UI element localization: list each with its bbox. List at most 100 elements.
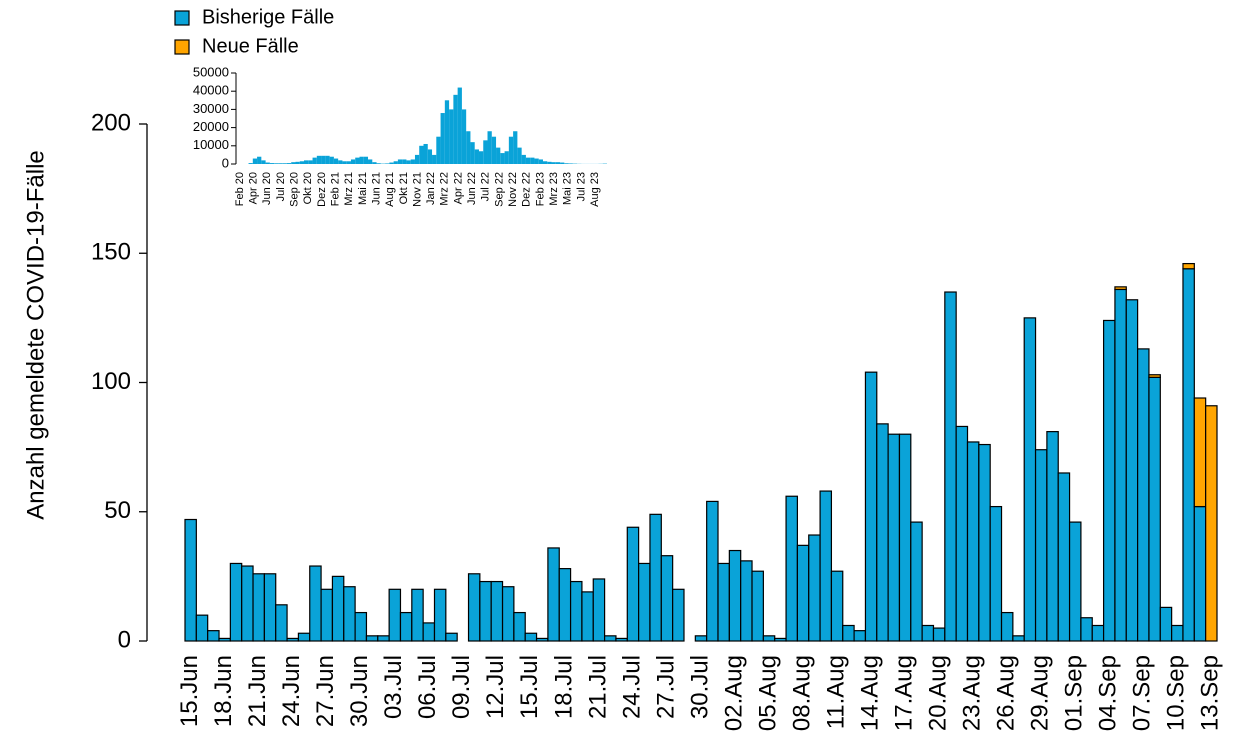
x-tick-label: 26.Aug — [993, 655, 1020, 731]
inset-x-tick-label: Apr 20 — [248, 172, 260, 204]
inset-bar — [414, 154, 420, 164]
inset-x-tick-label: Feb 20 — [234, 172, 246, 206]
bar-segment — [932, 627, 946, 642]
inset-bar — [338, 160, 343, 164]
bar-segment — [569, 580, 583, 642]
x-tick-label: 06.Jul — [414, 655, 441, 719]
inset-y-tick-label: 30000 — [193, 101, 229, 116]
bar-segment — [638, 562, 651, 642]
bar-segment — [1102, 319, 1116, 642]
bar-segment — [1023, 317, 1037, 642]
inset-bar — [269, 163, 275, 164]
bar-segment — [853, 630, 867, 642]
bar-segment — [501, 586, 515, 642]
inset-bar — [333, 158, 339, 164]
bar-segment — [1012, 635, 1025, 642]
bar-segment — [320, 588, 334, 642]
inset-bar — [342, 161, 347, 164]
legend-label: Neue Fälle — [202, 35, 299, 57]
y-tick-label: 0 — [118, 626, 131, 653]
bar-segment — [1068, 521, 1082, 642]
inset-bar — [346, 161, 351, 164]
legend-swatch — [174, 10, 190, 26]
bar-segment — [944, 291, 957, 642]
inset-x-tick-label: Jun 21 — [370, 172, 382, 205]
inset-x-tick-label: Mai 21 — [357, 172, 369, 205]
bar-segment — [343, 586, 356, 642]
inset-bar — [432, 154, 437, 164]
x-tick-label: 24.Jun — [278, 655, 305, 727]
bar-segment — [411, 588, 424, 642]
inset-bar — [508, 136, 514, 164]
inset-x-tick-label: Jun 20 — [261, 172, 273, 205]
inset-bar — [568, 163, 573, 164]
inset-bar — [355, 157, 360, 164]
inset-bar — [551, 162, 556, 164]
bar-segment — [547, 547, 560, 642]
bar-segment — [422, 622, 436, 642]
bar-segment — [1080, 617, 1093, 642]
bar-segment — [535, 637, 549, 642]
bar-segment — [354, 611, 368, 642]
inset-bar — [248, 163, 253, 164]
bar-segment — [1057, 472, 1071, 642]
bar-segment — [989, 505, 1003, 642]
y-tick-label: 150 — [91, 239, 131, 266]
inset-bar — [423, 143, 428, 164]
inset-bar — [496, 147, 501, 164]
x-tick-label: 23.Aug — [959, 655, 986, 731]
bar-segment — [649, 513, 662, 642]
x-tick-label: 09.Jul — [448, 655, 475, 719]
inset-bar — [329, 156, 334, 164]
x-tick-label: 10.Sep — [1163, 655, 1190, 731]
inset-x-tick-label: Mai 23 — [562, 172, 574, 205]
bar-segment — [1159, 606, 1173, 642]
inset-bar — [466, 131, 471, 164]
inset-bar — [261, 160, 266, 164]
y-tick-label: 50 — [104, 497, 131, 524]
inset-bar — [538, 159, 543, 164]
bar-segment — [717, 562, 730, 642]
inset-bar — [304, 160, 309, 164]
x-tick-label: 07.Sep — [1129, 655, 1156, 731]
x-tick-label: 13.Sep — [1197, 655, 1224, 731]
inset-bar — [500, 153, 505, 164]
inset-y-tick-label: 10000 — [193, 137, 229, 152]
x-tick-label: 30.Jul — [686, 655, 713, 719]
x-tick-label: 04.Sep — [1095, 655, 1122, 731]
inset-bar — [521, 154, 526, 164]
inset-bar — [483, 140, 488, 164]
inset-bar — [291, 162, 296, 164]
x-tick-label: 01.Sep — [1061, 655, 1088, 731]
bar-segment — [207, 630, 220, 642]
y-tick-label: 200 — [91, 109, 131, 136]
inset-bar — [321, 155, 326, 164]
bar-segment — [728, 549, 742, 642]
inset-bar — [316, 155, 322, 164]
inset-bar — [286, 163, 292, 164]
inset-bar — [402, 159, 407, 164]
bar-segment — [966, 441, 980, 642]
x-tick-label: 21.Jun — [244, 655, 271, 727]
inset-x-tick-label: Jul 20 — [275, 172, 287, 201]
inset-bar — [461, 109, 467, 164]
x-tick-label: 12.Jul — [482, 655, 509, 719]
inset-bar — [440, 113, 445, 164]
bar-segment — [218, 637, 231, 642]
bar-segment — [479, 580, 492, 642]
bar-segment — [887, 433, 901, 642]
bar-segment — [864, 371, 878, 642]
inset-x-tick-label: Sep 20 — [289, 172, 301, 207]
bar-segment — [286, 637, 300, 642]
bar-segment — [433, 588, 447, 642]
inset-bar — [252, 158, 258, 164]
inset-bar — [282, 163, 287, 164]
inset-bar — [278, 163, 283, 164]
inset-bar — [419, 145, 424, 164]
bar-segment — [558, 568, 572, 642]
inset-bar — [470, 142, 475, 164]
inset-bar — [376, 163, 381, 164]
bar-segment — [513, 611, 526, 642]
bar-segment — [252, 573, 265, 642]
